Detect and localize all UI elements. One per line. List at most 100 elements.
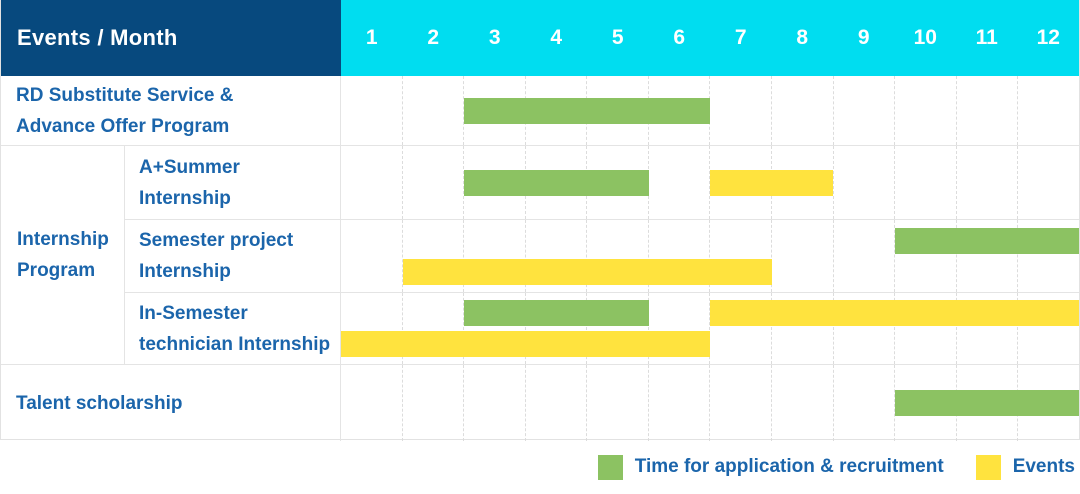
event-bar — [402, 258, 772, 285]
month-cell — [463, 220, 525, 292]
month-cell — [463, 146, 525, 219]
month-cell — [524, 293, 587, 364]
gantt-lane-semester-project — [341, 220, 1079, 292]
month-cell — [709, 293, 771, 364]
month-cell — [832, 146, 895, 219]
gantt-lane-in-semester-technician — [341, 293, 1079, 364]
table-row: RD Substitute Service & Advance Offer Pr… — [1, 76, 1079, 146]
row-label-text: Semester project Internship — [139, 230, 294, 282]
table-row: A+Summer Internship — [125, 146, 1079, 220]
month-cell — [955, 293, 1018, 364]
row-label-text: In-Semester technician Internship — [139, 302, 331, 355]
month-cell — [955, 220, 1018, 292]
month-cell — [524, 220, 587, 292]
month-cell — [894, 220, 956, 292]
month-cell — [894, 293, 956, 364]
gantt-lane-talent-scholarship — [341, 365, 1079, 441]
month-cell — [832, 220, 895, 292]
row-label-talent-scholarship: Talent scholarship — [1, 365, 341, 441]
recruitment-bar — [464, 300, 649, 326]
month-header: 1 2 3 4 5 6 7 8 9 10 11 12 — [341, 0, 1079, 76]
month-cell — [955, 146, 1018, 219]
month-cell — [771, 293, 833, 364]
table-title-cell: Events / Month — [1, 0, 341, 76]
recruitment-bar — [464, 169, 649, 196]
row-label-in-semester-technician: In-Semester technician Internship — [125, 293, 341, 364]
bar-lane — [341, 390, 1079, 416]
event-bar — [710, 300, 1079, 326]
month-cell — [1017, 76, 1079, 145]
month-label-2: 2 — [427, 26, 440, 49]
month-cell — [586, 293, 648, 364]
gantt-lane-a-plus-summer — [341, 146, 1079, 219]
legend: Time for application & recruitment Event… — [0, 440, 1080, 494]
bar-lane — [341, 331, 1079, 357]
table-row: Talent scholarship — [1, 365, 1079, 441]
month-cell — [401, 76, 464, 145]
month-cell — [1017, 146, 1079, 219]
bar-lanes — [341, 76, 1079, 145]
month-label-11: 11 — [975, 26, 998, 49]
month-cell — [401, 293, 464, 364]
bar-lanes — [341, 293, 1079, 364]
month-cell — [1017, 293, 1079, 364]
month-cell — [894, 76, 956, 145]
bar-lanes — [341, 220, 1079, 292]
internship-program-group: Internship Program A+Summer Internship S… — [1, 146, 1079, 365]
month-label-1: 1 — [365, 26, 378, 49]
month-label-4: 4 — [550, 26, 563, 49]
row-label-text: Talent scholarship — [16, 392, 183, 414]
month-cell — [771, 76, 833, 145]
row-label-rd-substitute: RD Substitute Service & Advance Offer Pr… — [1, 76, 341, 145]
table-row: In-Semester technician Internship — [125, 293, 1079, 364]
table-row: Semester project Internship — [125, 220, 1079, 293]
bar-lane — [341, 258, 1079, 285]
month-cell — [832, 293, 895, 364]
month-cell — [463, 365, 525, 441]
month-cell — [586, 220, 648, 292]
month-label-12: 12 — [1036, 26, 1060, 49]
month-gridlines — [341, 293, 1079, 364]
month-cell — [401, 365, 464, 441]
recruitment-bar — [464, 97, 710, 124]
month-cell — [463, 76, 525, 145]
month-label-8: 8 — [796, 26, 809, 49]
legend-label-events: Events — [1012, 456, 1075, 477]
month-cell — [524, 365, 587, 441]
month-label-6: 6 — [673, 26, 686, 49]
month-gridlines — [341, 220, 1079, 292]
recruitment-bar — [894, 227, 1079, 254]
month-cell — [771, 220, 833, 292]
legend-swatch-recruitment — [597, 454, 623, 480]
month-cell — [401, 220, 464, 292]
month-cell — [955, 76, 1018, 145]
row-label-semester-project: Semester project Internship — [125, 220, 341, 292]
bar-lane — [341, 169, 1079, 196]
month-cell — [709, 365, 771, 441]
month-cell — [771, 365, 833, 441]
event-bar — [341, 331, 710, 357]
bar-lanes — [341, 146, 1079, 219]
legend-swatch-events — [975, 454, 1001, 480]
group-rows: A+Summer Internship Semester project Int… — [125, 146, 1079, 364]
month-cell — [832, 365, 895, 441]
row-label-a-plus-summer: A+Summer Internship — [125, 146, 341, 219]
month-label-10: 10 — [913, 26, 937, 49]
event-bar — [710, 169, 833, 196]
bar-lane — [341, 227, 1079, 254]
month-cell — [586, 365, 648, 441]
month-cell — [832, 76, 895, 145]
schedule-table: Events / Month 1 2 3 4 5 6 7 8 9 10 11 12 RD Substi… — [0, 0, 1080, 441]
month-cell — [647, 293, 710, 364]
group-label-internship-program: Internship Program — [1, 146, 125, 364]
month-cell — [894, 146, 956, 219]
month-cell — [709, 146, 771, 219]
bar-lane — [341, 97, 1079, 124]
month-cell — [647, 365, 710, 441]
month-cell — [401, 146, 464, 219]
gantt-lane-rd-substitute — [341, 76, 1079, 145]
recruitment-bar — [894, 390, 1079, 416]
group-label-text: Internship Program — [17, 229, 109, 281]
bar-lanes — [341, 365, 1079, 441]
